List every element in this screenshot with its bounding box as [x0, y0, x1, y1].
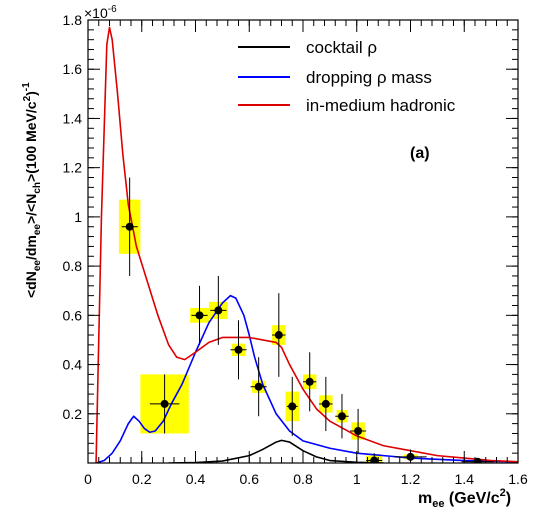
- x-axis-title-unit-sup: 2: [500, 487, 506, 499]
- y-tick-label: 1.8: [63, 12, 83, 28]
- y-tick-label: 1: [74, 209, 82, 225]
- x-tick-label: 0.8: [293, 471, 313, 487]
- x-tick-label: 1.2: [401, 471, 421, 487]
- data-point: [337, 412, 346, 421]
- y-axis-title-part-4: >/<N: [23, 194, 39, 224]
- x-axis-title: mee (GeV/c2): [418, 487, 511, 510]
- legend-label-dropping: dropping ρ mass: [306, 68, 432, 87]
- legend-label-inmedium: in-medium hadronic: [306, 96, 456, 115]
- x-axis-title-unit-end: ): [506, 490, 511, 507]
- y-axis-title-part-1: ee: [32, 260, 43, 272]
- data-point: [354, 427, 363, 436]
- y-scale-factor-base: ×10: [84, 5, 108, 21]
- x-tick-label: 0.6: [240, 471, 260, 487]
- y-tick-label: 0.8: [63, 258, 83, 274]
- y-tick-label: 1.4: [63, 110, 83, 126]
- x-tick-label: 0: [84, 471, 92, 487]
- y-tick-label: 1.6: [63, 61, 83, 77]
- y-tick-label: 0.4: [63, 357, 83, 373]
- data-point: [305, 377, 314, 386]
- data-point: [195, 311, 204, 320]
- y-axis-title-part-0: <dN: [23, 271, 39, 298]
- y-axis-title-part-9: -1: [21, 82, 32, 91]
- x-tick-label: 1.6: [508, 471, 528, 487]
- y-axis-title-part-8: ): [23, 91, 39, 96]
- x-axis-title-sub: ee: [432, 498, 444, 510]
- y-axis-title-part-2: /dm: [23, 235, 39, 260]
- x-tick-label: 0.2: [132, 471, 152, 487]
- x-tick-label: 0.4: [186, 471, 206, 487]
- x-tick-label: 1: [353, 471, 361, 487]
- y-scale-factor: ×10-6: [84, 4, 117, 21]
- data-point: [160, 399, 169, 408]
- data-point: [321, 399, 330, 408]
- data-point: [214, 306, 223, 315]
- y-tick-label: 0.6: [63, 307, 83, 323]
- x-tick-label: 1.4: [455, 471, 475, 487]
- y-axis-title: <dNee/dmee>/<Nch>(100 MeV/c2)-1: [21, 82, 43, 298]
- y-tick-label: 0.2: [63, 406, 83, 422]
- y-axis-title-group: <dNee/dmee>/<Nch>(100 MeV/c2)-1: [21, 82, 43, 298]
- plot-area: [95, 26, 518, 463]
- data-point: [473, 457, 482, 463]
- data-point: [234, 345, 243, 354]
- y-tick-label: 1.2: [63, 160, 83, 176]
- series-line-0: [168, 439, 384, 463]
- x-axis-title-unit: (GeV/c: [444, 490, 499, 507]
- data-point: [125, 222, 134, 231]
- y-axis-title-part-6: >(100 MeV/c: [23, 101, 39, 182]
- data-point: [370, 456, 379, 463]
- y-axis-title-part-7: 2: [22, 95, 33, 101]
- y-scale-factor-exponent: -6: [108, 4, 117, 15]
- series-line-2: [95, 26, 518, 463]
- data-point: [288, 402, 297, 411]
- x-axis-title-main: m: [418, 490, 432, 507]
- legend-label-cocktail: cocktail ρ: [306, 38, 377, 57]
- legend: cocktail ρ dropping ρ mass in-medium had…: [238, 38, 456, 115]
- data-point: [274, 331, 283, 340]
- data-point: [254, 382, 263, 391]
- panel-label: (a): [410, 145, 430, 162]
- y-axis-title-part-3: ee: [32, 224, 43, 236]
- y-axis-title-part-5: ch: [32, 182, 43, 194]
